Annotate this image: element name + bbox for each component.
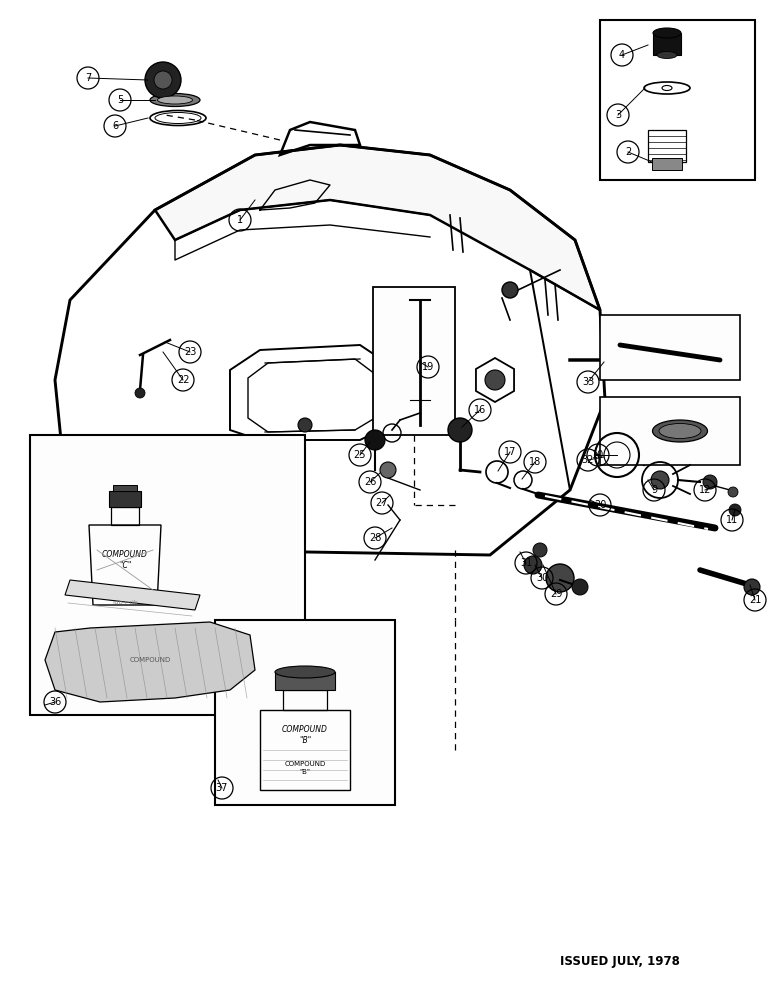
Circle shape (298, 418, 312, 432)
Text: 17: 17 (504, 447, 516, 457)
Circle shape (154, 71, 172, 89)
Text: rub-r-rib: rub-r-rib (112, 600, 138, 605)
Text: 20: 20 (594, 500, 606, 510)
Circle shape (572, 579, 588, 595)
Polygon shape (155, 145, 600, 310)
Text: 27: 27 (376, 498, 388, 508)
Text: 36: 36 (49, 697, 61, 707)
Circle shape (651, 471, 669, 489)
Bar (275, 672, 335, 690)
Text: 12: 12 (699, 485, 711, 495)
Ellipse shape (653, 28, 681, 38)
Text: 7: 7 (85, 73, 91, 83)
Text: 6: 6 (112, 121, 118, 131)
Text: 30: 30 (536, 573, 548, 583)
Text: 16: 16 (474, 405, 486, 415)
Bar (215, 620, 395, 805)
Text: 11: 11 (726, 515, 738, 525)
Text: 22: 22 (177, 375, 189, 385)
Bar (648, 130, 686, 162)
Bar (652, 158, 682, 170)
Text: 3: 3 (615, 110, 621, 120)
Text: ISSUED JULY, 1978: ISSUED JULY, 1978 (560, 956, 680, 968)
Text: 5: 5 (117, 95, 123, 105)
Polygon shape (45, 622, 255, 702)
Text: 1: 1 (237, 215, 243, 225)
Text: COMPOUND: COMPOUND (130, 657, 171, 663)
Text: 19: 19 (422, 362, 434, 372)
Circle shape (502, 282, 518, 298)
Text: 25: 25 (354, 450, 366, 460)
Ellipse shape (275, 666, 335, 678)
Text: 31: 31 (520, 558, 532, 568)
Text: 18: 18 (529, 457, 541, 467)
Ellipse shape (659, 424, 701, 438)
Circle shape (533, 543, 547, 557)
Text: COMPOUND
"B": COMPOUND "B" (282, 725, 328, 745)
Polygon shape (65, 580, 200, 610)
Text: 9: 9 (651, 485, 657, 495)
Circle shape (485, 370, 505, 390)
Text: 4: 4 (619, 50, 625, 60)
Text: 29: 29 (550, 589, 562, 599)
Bar (600, 397, 740, 465)
Bar (600, 20, 755, 180)
Ellipse shape (150, 94, 200, 106)
Bar (373, 287, 455, 435)
Bar (260, 710, 350, 790)
Text: 32: 32 (582, 455, 594, 465)
Circle shape (145, 62, 181, 98)
Text: 23: 23 (184, 347, 196, 357)
Circle shape (728, 487, 738, 497)
Text: 28: 28 (369, 533, 381, 543)
Bar (283, 690, 327, 710)
Circle shape (729, 504, 741, 516)
Text: 33: 33 (582, 377, 594, 387)
Circle shape (744, 579, 760, 595)
Circle shape (524, 556, 542, 574)
Bar (111, 507, 139, 525)
Text: COMPOUND
"C": COMPOUND "C" (102, 550, 148, 570)
Bar (653, 33, 681, 55)
Text: 37: 37 (216, 783, 229, 793)
Bar (109, 491, 141, 507)
Circle shape (380, 462, 396, 478)
Bar (600, 315, 740, 380)
Text: 2: 2 (625, 147, 631, 157)
Circle shape (365, 430, 385, 450)
Ellipse shape (657, 51, 677, 58)
Circle shape (546, 564, 574, 592)
Circle shape (703, 475, 717, 489)
Circle shape (135, 388, 145, 398)
Text: 21: 21 (749, 595, 761, 605)
Bar (30, 435, 305, 715)
Ellipse shape (652, 420, 707, 442)
Bar (113, 485, 137, 491)
Text: 26: 26 (364, 477, 376, 487)
Text: 10: 10 (592, 450, 604, 460)
Text: COMPOUND
"B": COMPOUND "B" (284, 762, 326, 774)
Ellipse shape (157, 96, 192, 104)
Circle shape (448, 418, 472, 442)
